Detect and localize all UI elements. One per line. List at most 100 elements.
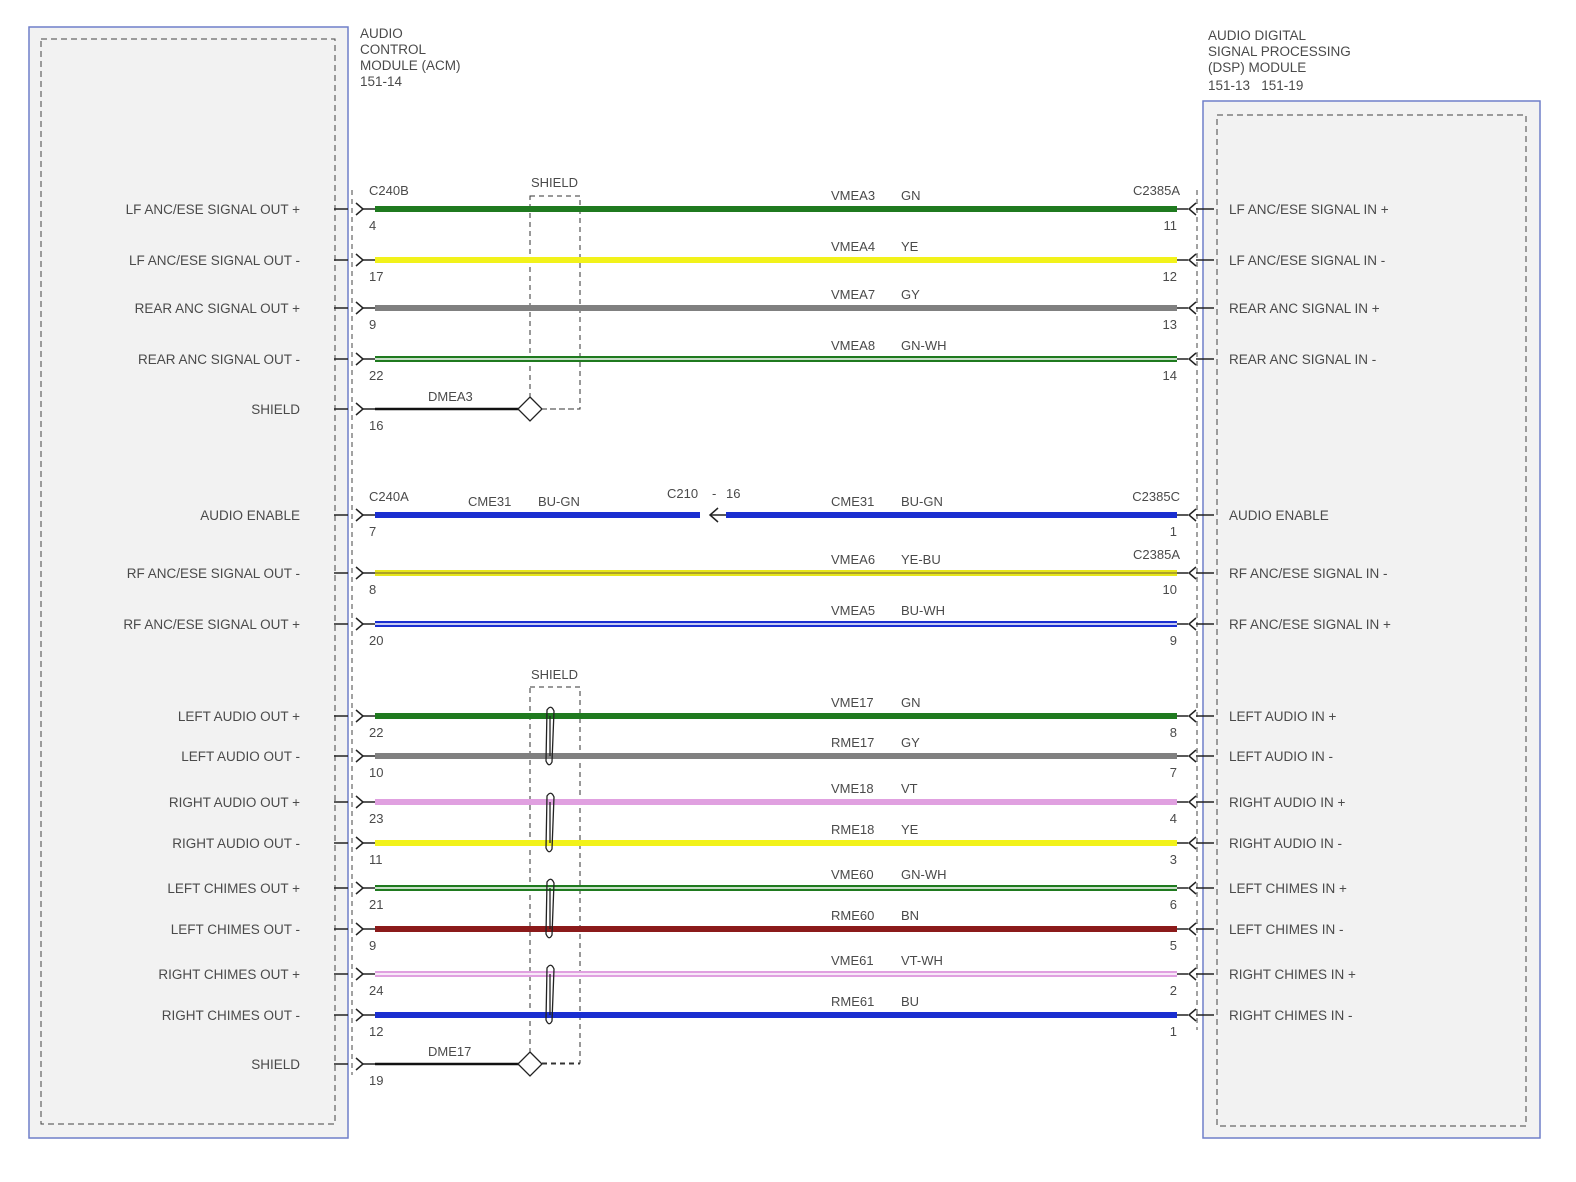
wire-color-code: VT-WH xyxy=(901,953,943,968)
dsp-signal-label: REAR ANC SIGNAL IN + xyxy=(1229,301,1380,316)
dsp-pin-number: 5 xyxy=(1170,938,1177,953)
dsp-pin-number: 7 xyxy=(1170,765,1177,780)
shield-label: SHIELD xyxy=(531,667,578,682)
acm-signal-label: RIGHT CHIMES OUT + xyxy=(158,967,300,982)
acm-connector-id: C240A xyxy=(369,489,409,504)
dsp-pin-number: 3 xyxy=(1170,852,1177,867)
acm-pin-number: 19 xyxy=(369,1073,383,1088)
shield-enclosure-2 xyxy=(529,686,581,1064)
dsp-signal-label: RIGHT AUDIO IN + xyxy=(1229,795,1346,810)
circuit-id: RME61 xyxy=(831,994,874,1009)
acm-pin-number: 22 xyxy=(369,368,383,383)
acm-pin-number: 9 xyxy=(369,938,376,953)
dsp-signal-label: LEFT CHIMES IN - xyxy=(1229,922,1344,937)
dsp-signal-label: RIGHT CHIMES IN + xyxy=(1229,967,1356,982)
dsp-pin-arrow-icon xyxy=(1177,967,1214,981)
shield-ground-icon xyxy=(517,396,543,422)
circuit-id: VME61 xyxy=(831,953,874,968)
circuit-row: REAR ANC SIGNAL OUT + 9 REAR ANC SIGNAL IN… xyxy=(135,287,1380,332)
wire-color-code: BU xyxy=(901,994,919,1009)
circuit-id: RME17 xyxy=(831,735,874,750)
circuit-id: VMEA4 xyxy=(831,239,875,254)
twist-loop xyxy=(545,964,555,1025)
acm-pin-number: 8 xyxy=(369,582,376,597)
dsp-pin-arrow-icon xyxy=(1177,749,1214,763)
dsp-name-line: AUDIO DIGITAL xyxy=(1208,28,1307,43)
circuit-id: VME60 xyxy=(831,867,874,882)
circuit-row: LEFT CHIMES OUT - 9 LEFT CHIMES IN - 5 RME60… xyxy=(171,908,1344,953)
dsp-signal-label: REAR ANC SIGNAL IN - xyxy=(1229,352,1376,367)
circuit-row: RIGHT CHIMES OUT + 24 RIGHT CHIMES IN + 2 VM… xyxy=(158,953,1356,998)
wire-color-code: GN-WH xyxy=(901,338,947,353)
acm-signal-label: SHIELD xyxy=(251,1057,300,1072)
acm-signal-label: LEFT AUDIO OUT - xyxy=(181,749,300,764)
dsp-pin-number: 9 xyxy=(1170,633,1177,648)
acm-signal-label: SHIELD xyxy=(251,402,300,417)
dsp-pin-number: 8 xyxy=(1170,725,1177,740)
twisted-pair-icon xyxy=(545,706,555,766)
circuit-row: RF ANC/ESE SIGNAL OUT + 20 RF ANC/ESE SIGN… xyxy=(123,603,1391,648)
wire-color-code: GY xyxy=(901,287,920,302)
acm-pin-number: 23 xyxy=(369,811,383,826)
acm-signal-label: LEFT AUDIO OUT + xyxy=(178,709,300,724)
circuit-row: SHIELD 19 DME17 xyxy=(251,1044,580,1088)
acm-pin-number: 21 xyxy=(369,897,383,912)
dsp-pin-arrow-icon xyxy=(1177,253,1214,267)
wire-color-code: YE-BU xyxy=(901,552,941,567)
dsp-pin-arrow-icon xyxy=(1177,352,1214,366)
dsp-module-box xyxy=(1202,100,1541,1139)
circuit-id: DME17 xyxy=(428,1044,471,1059)
dsp-pin-arrow-icon xyxy=(1177,566,1214,580)
dsp-connector-id: C2385A xyxy=(1133,547,1180,562)
wire-color-code: VT xyxy=(901,781,918,796)
dsp-name-line: 151-13 151-19 xyxy=(1208,78,1303,93)
shield-ground-icon xyxy=(517,1051,543,1077)
dsp-connector-id: C2385C xyxy=(1132,489,1180,504)
circuit-id: VMEA7 xyxy=(831,287,875,302)
wire-color-code: GY xyxy=(901,735,920,750)
acm-pin-number: 9 xyxy=(369,317,376,332)
dsp-name-line: SIGNAL PROCESSING xyxy=(1208,44,1351,59)
wire-color-code: GN-WH xyxy=(901,867,947,882)
acm-signal-label: LEFT CHIMES OUT - xyxy=(171,922,300,937)
dsp-pin-arrow-icon xyxy=(1177,836,1214,850)
dsp-pin-arrow-icon xyxy=(1177,301,1214,315)
acm-pin-number: 12 xyxy=(369,1024,383,1039)
circuit-row: RIGHT CHIMES OUT - 12 RIGHT CHIMES IN - 1 RM… xyxy=(162,994,1353,1039)
circuit-id: CME31 xyxy=(468,494,511,509)
dsp-pin-arrow-icon xyxy=(1177,922,1214,936)
circuit-row: LEFT CHIMES OUT + 21 LEFT CHIMES IN + 6 VME6… xyxy=(167,867,1347,912)
dsp-pin-arrow-icon xyxy=(1177,1008,1214,1022)
dsp-connector-id: C2385A xyxy=(1133,183,1180,198)
dsp-module-name: AUDIO DIGITAL SIGNAL PROCESSING (DSP) MO… xyxy=(1208,28,1351,93)
circuit-row: AUDIO ENABLE 7 AUDIO ENABLE 1 CME31 BU-GN C210… xyxy=(200,486,1329,539)
dsp-pin-number: 4 xyxy=(1170,811,1177,826)
acm-signal-label: REAR ANC SIGNAL OUT - xyxy=(138,352,300,367)
acm-pin-number: 17 xyxy=(369,269,383,284)
acm-pin-number: 24 xyxy=(369,983,383,998)
dsp-signal-label: LEFT CHIMES IN + xyxy=(1229,881,1347,896)
acm-name-line: CONTROL xyxy=(360,42,426,57)
circuit-row: LEFT AUDIO OUT + 22 LEFT AUDIO IN + 8 VME17 G… xyxy=(178,695,1337,740)
shield-label: SHIELD xyxy=(531,175,578,190)
twisted-pair-markers xyxy=(545,706,555,1025)
circuit-id: VME17 xyxy=(831,695,874,710)
dsp-signal-label: LEFT AUDIO IN - xyxy=(1229,749,1333,764)
circuit-row: LF ANC/ESE SIGNAL OUT + 4 LF ANC/ESE SIGNA… xyxy=(126,183,1389,233)
circuit-row: RIGHT AUDIO OUT + 23 RIGHT AUDIO IN + 4 VME1… xyxy=(169,781,1346,826)
acm-signal-label: LEFT CHIMES OUT + xyxy=(167,881,300,896)
acm-pin-number: 22 xyxy=(369,725,383,740)
circuit-row: REAR ANC SIGNAL OUT - 22 REAR ANC SIGNAL I… xyxy=(138,338,1376,383)
acm-pin-number: 4 xyxy=(369,218,376,233)
acm-signal-label: RF ANC/ESE SIGNAL OUT + xyxy=(123,617,300,632)
acm-pin-number: 10 xyxy=(369,765,383,780)
circuit-id: CME31 xyxy=(831,494,874,509)
acm-signal-label: RIGHT CHIMES OUT - xyxy=(162,1008,300,1023)
dsp-signal-label: RIGHT AUDIO IN - xyxy=(1229,836,1342,851)
wires-layer: LF ANC/ESE SIGNAL OUT + 4 LF ANC/ESE SIGNA… xyxy=(123,183,1391,1088)
inline-pin-number: 16 xyxy=(726,486,740,501)
circuit-id: VMEA8 xyxy=(831,338,875,353)
circuit-row: LF ANC/ESE SIGNAL OUT - 17 LF ANC/ESE SIGN… xyxy=(129,239,1385,284)
circuit-id: VMEA6 xyxy=(831,552,875,567)
dsp-pin-number: 1 xyxy=(1170,524,1177,539)
